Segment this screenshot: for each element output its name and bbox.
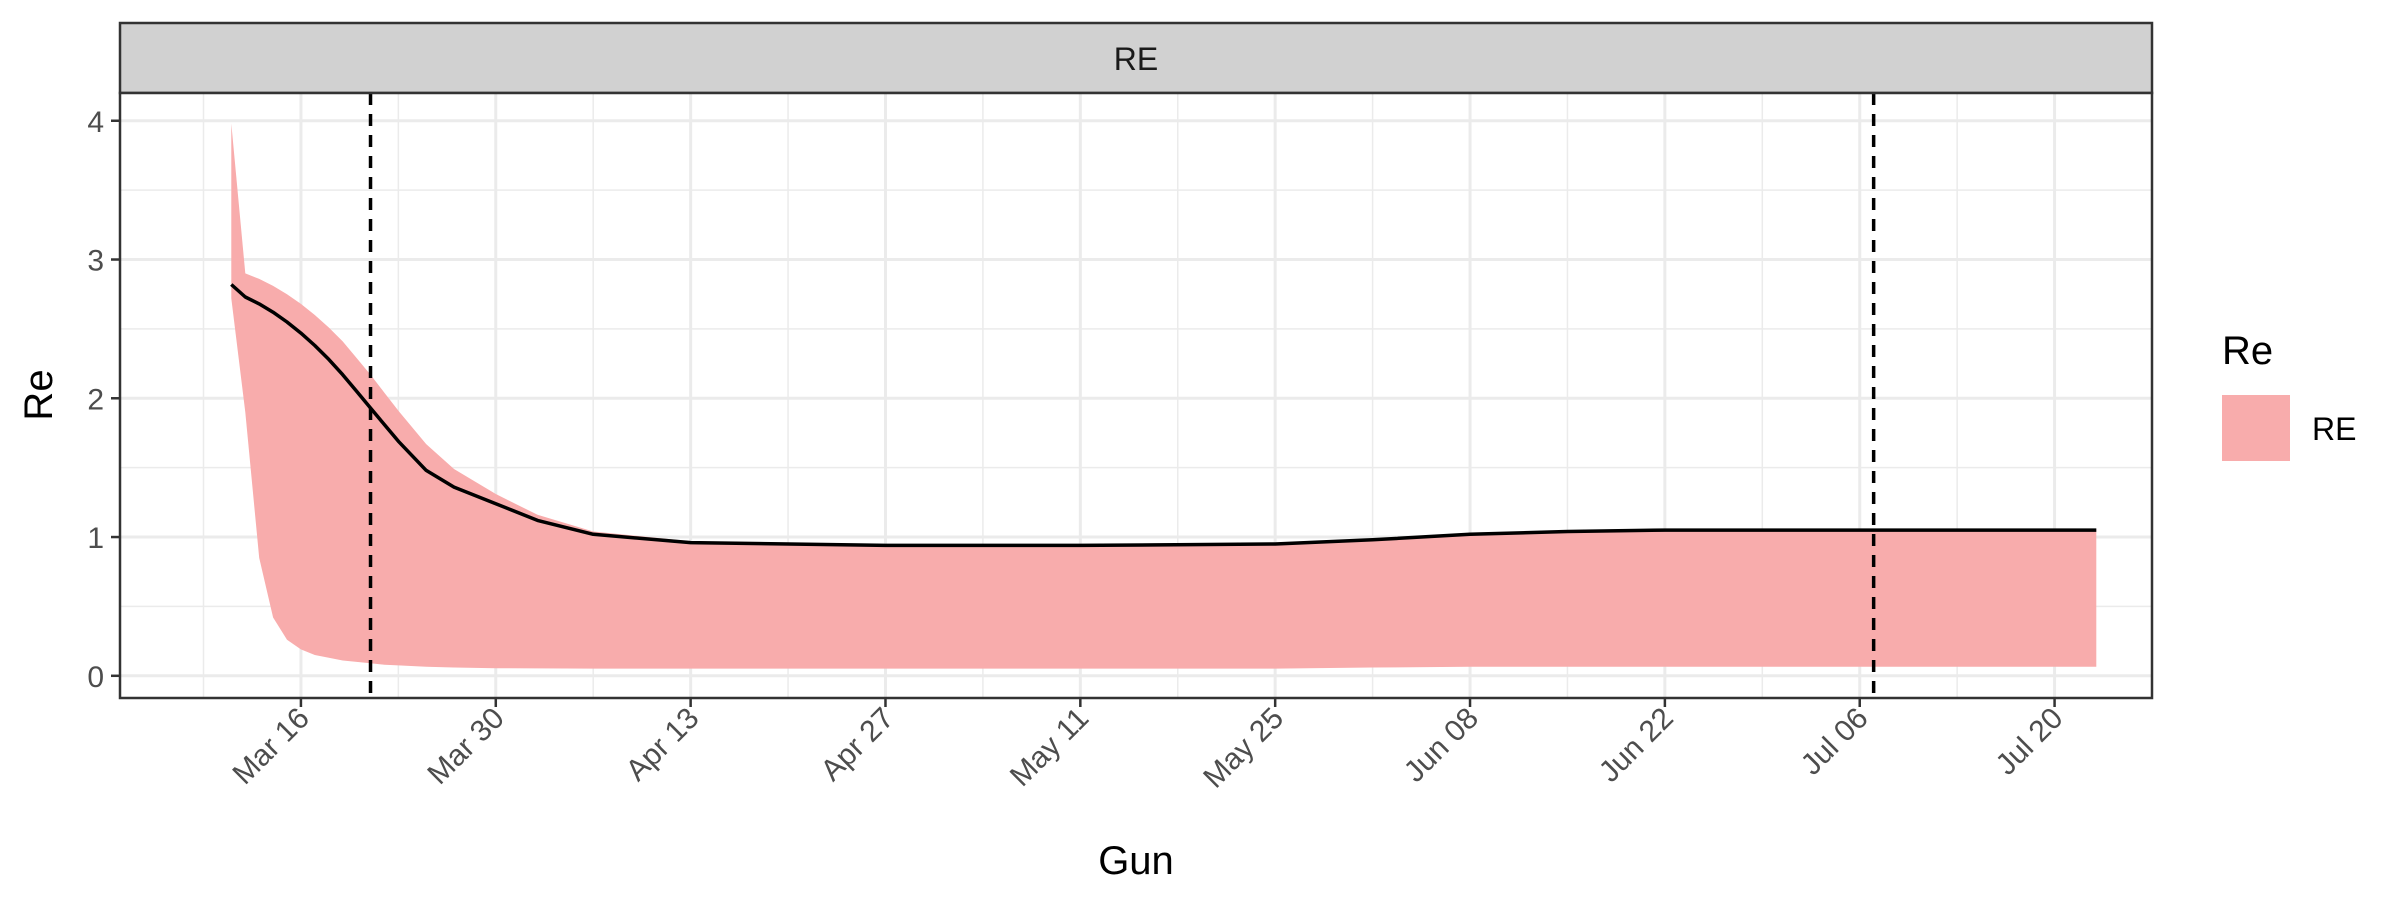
y-axis-title: Re: [17, 369, 61, 420]
y-tick-label: 4: [87, 106, 104, 139]
legend-key-re: [2222, 395, 2290, 461]
y-tick-label: 3: [87, 245, 104, 278]
vline-layer: [368, 93, 1876, 698]
plot-panel-border: [118, 91, 2154, 700]
facet-strip-label: RE: [1114, 41, 1158, 77]
x-axis-title: Gun: [1098, 839, 1174, 883]
y-tick-label: 0: [87, 661, 104, 694]
legend-label-re: RE: [2312, 411, 2356, 447]
facet-strip: [118, 21, 2154, 95]
line-re: [230, 283, 2097, 548]
y-axis: 0 1 2 3 4: [87, 106, 120, 694]
y-tick-label: 1: [87, 522, 104, 555]
legend: Re RE: [2222, 329, 2356, 461]
y-tick-label: 2: [87, 383, 104, 416]
line-layer: [230, 283, 2097, 548]
legend-title: Re: [2222, 329, 2273, 373]
